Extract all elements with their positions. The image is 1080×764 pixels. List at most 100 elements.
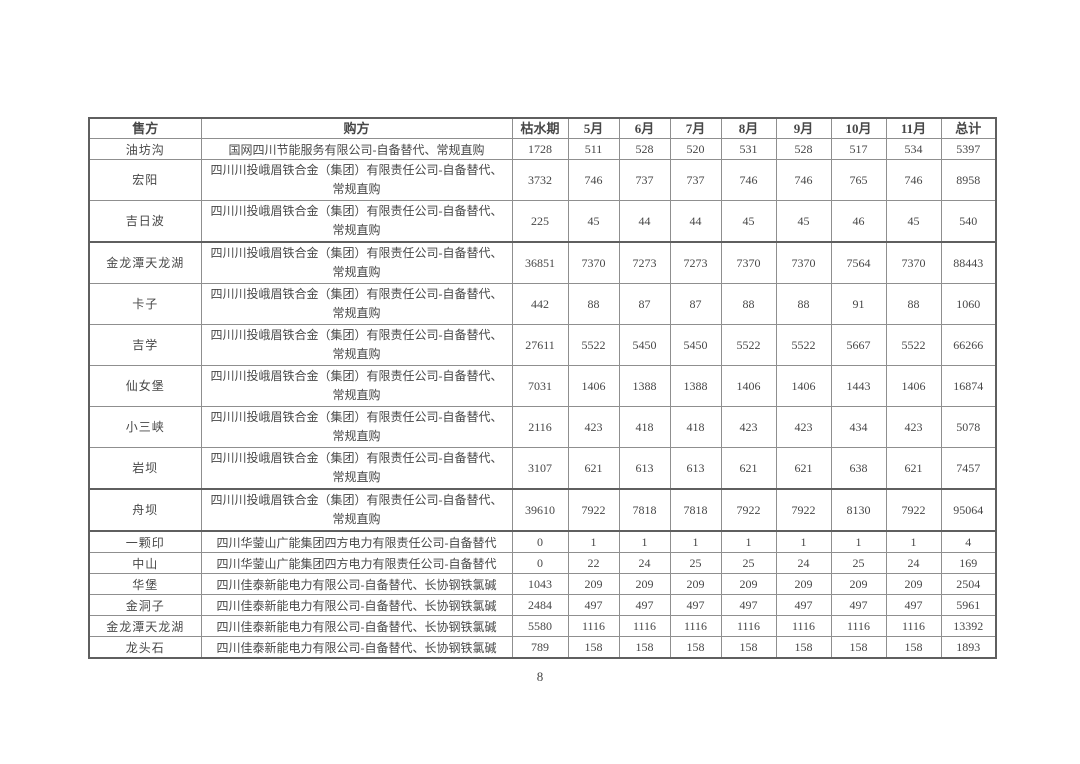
value-cell: 1728 [511,138,569,160]
value-cell: 1116 [830,615,887,637]
value-cell: 1116 [775,615,832,637]
value-cell: 1443 [830,365,887,407]
value-cell: 2504 [940,573,997,595]
value-cell: 497 [567,594,620,616]
value-cell: 789 [511,636,569,659]
value-cell: 497 [720,594,777,616]
value-cell: 88 [720,283,777,325]
table-row: 岩坝 四川川投峨眉铁合金（集团）有限责任公司-自备替代、常规直购 3107 621 61… [88,447,997,490]
value-cell: 45 [720,200,777,243]
seller-name: 卡子 [88,283,202,325]
value-cell: 5522 [775,324,832,366]
value-cell: 209 [775,573,832,595]
value-cell: 25 [669,552,722,574]
seller-name: 吉日波 [88,200,202,243]
value-cell: 5522 [567,324,620,366]
column-header: 购方 [200,117,513,139]
value-cell: 7031 [511,365,569,407]
table-row: 宏阳 四川川投峨眉铁合金（集团）有限责任公司-自备替代、常规直购 3732 746 73… [88,159,997,201]
value-cell: 497 [669,594,722,616]
value-cell: 88 [775,283,832,325]
value-cell: 36851 [511,241,569,284]
value-cell: 45 [885,200,942,243]
table-row: 中山 四川华蓥山广能集团四方电力有限责任公司-自备替代 0 22 24 25 25 24 25 2… [88,552,997,574]
value-cell: 1043 [511,573,569,595]
buyer-name: 四川佳泰新能电力有限公司-自备替代、长协钢铁氯碱 [200,594,513,616]
value-cell: 1 [720,530,777,553]
value-cell: 497 [885,594,942,616]
value-cell: 44 [669,200,722,243]
page-number: 8 [536,669,544,684]
seller-name: 华堡 [88,573,202,595]
value-cell: 25 [830,552,887,574]
value-cell: 209 [885,573,942,595]
value-cell: 7273 [618,241,671,284]
value-cell: 5667 [830,324,887,366]
value-cell: 638 [830,447,887,490]
value-cell: 746 [567,159,620,201]
seller-name: 宏阳 [88,159,202,201]
table-row: 华堡 四川佳泰新能电力有限公司-自备替代、长协钢铁氯碱 1043 209 209 209 2… [88,573,997,595]
value-cell: 158 [567,636,620,659]
value-cell: 434 [830,406,887,448]
value-cell: 45 [567,200,620,243]
value-cell: 95064 [940,488,997,532]
value-cell: 497 [775,594,832,616]
column-header: 7月 [669,117,722,139]
value-cell: 517 [830,138,887,160]
value-cell: 209 [720,573,777,595]
value-cell: 418 [669,406,722,448]
buyer-name: 四川川投峨眉铁合金（集团）有限责任公司-自备替代、常规直购 [200,447,513,490]
column-header: 10月 [830,117,887,139]
value-cell: 765 [830,159,887,201]
value-cell: 4 [940,530,997,553]
value-cell: 423 [567,406,620,448]
column-header: 6月 [618,117,671,139]
value-cell: 7370 [567,241,620,284]
value-cell: 27611 [511,324,569,366]
value-cell: 621 [885,447,942,490]
value-cell: 528 [618,138,671,160]
value-cell: 5450 [618,324,671,366]
buyer-name: 四川川投峨眉铁合金（集团）有限责任公司-自备替代、常规直购 [200,200,513,243]
value-cell: 88 [567,283,620,325]
value-cell: 7370 [720,241,777,284]
value-cell: 209 [830,573,887,595]
value-cell: 2116 [511,406,569,448]
value-cell: 5397 [940,138,997,160]
value-cell: 1116 [720,615,777,637]
value-cell: 418 [618,406,671,448]
value-cell: 44 [618,200,671,243]
buyer-name: 四川川投峨眉铁合金（集团）有限责任公司-自备替代、常规直购 [200,406,513,448]
value-cell: 5522 [885,324,942,366]
table-row: 龙头石 四川佳泰新能电力有限公司-自备替代、长协钢铁氯碱 789 158 158 158 1… [88,636,997,659]
seller-name: 金洞子 [88,594,202,616]
value-cell: 158 [830,636,887,659]
table-body: 油坊沟 国网四川节能服务有限公司-自备替代、常规直购 1728 511 528 520 53… [88,138,997,659]
value-cell: 13392 [940,615,997,637]
value-cell: 737 [618,159,671,201]
seller-name: 油坊沟 [88,138,202,160]
value-cell: 1 [830,530,887,553]
value-cell: 66266 [940,324,997,366]
value-cell: 1406 [720,365,777,407]
value-cell: 531 [720,138,777,160]
value-cell: 7922 [885,488,942,532]
value-cell: 7370 [775,241,832,284]
value-cell: 1388 [669,365,722,407]
value-cell: 423 [720,406,777,448]
value-cell: 1116 [618,615,671,637]
value-cell: 511 [567,138,620,160]
value-cell: 209 [669,573,722,595]
value-cell: 2484 [511,594,569,616]
value-cell: 7818 [618,488,671,532]
column-header: 9月 [775,117,832,139]
value-cell: 1 [618,530,671,553]
value-cell: 1 [669,530,722,553]
value-cell: 158 [669,636,722,659]
value-cell: 7922 [775,488,832,532]
seller-name: 中山 [88,552,202,574]
buyer-name: 国网四川节能服务有限公司-自备替代、常规直购 [200,138,513,160]
table-header: 售方 购方 枯水期 5月 6月 7月 8月 9月 10月 11月 总计 [88,117,997,139]
table-row: 金龙潭天龙湖 四川川投峨眉铁合金（集团）有限责任公司-自备替代、常规直购 36851… [88,241,997,284]
